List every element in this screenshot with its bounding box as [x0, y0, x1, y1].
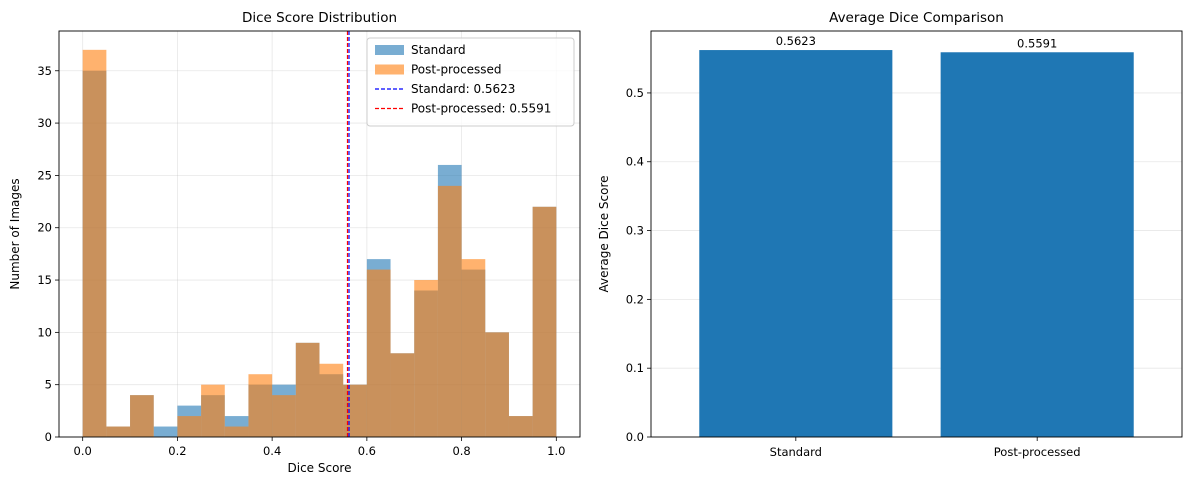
y-tick-label: 5: [45, 378, 52, 392]
bar-chart: Average Dice Comparison Standard Post-pro…: [597, 10, 1183, 459]
bar-value-label: 0.5623: [776, 34, 816, 48]
post-processed-histogram-bar: [390, 353, 415, 437]
y-tick-label: 0.1: [626, 361, 644, 375]
histogram-x-axis-label: Dice Score: [288, 461, 352, 475]
bar-chart-axes-frame: [650, 30, 1183, 438]
post-processed-histogram-bar: [201, 384, 225, 437]
y-tick-label: 10: [37, 325, 52, 339]
x-tick-label: 1.0: [547, 444, 565, 458]
bar-chart-x-ticks: Standard Post-processed: [770, 437, 1081, 459]
post-processed-histogram-bar: [82, 49, 107, 437]
y-tick-label: 0.3: [626, 224, 644, 238]
x-tick-label: Standard: [770, 445, 822, 459]
y-tick-label: 25: [37, 168, 52, 182]
post-processed-histogram-bar: [319, 363, 344, 437]
bar-value-labels: 0.5623 0.5591: [776, 34, 1058, 50]
legend-label: Standard: 0.5623: [411, 82, 515, 96]
legend-label: Post-processed: [411, 63, 502, 77]
legend-swatch: [375, 45, 404, 55]
y-tick-label: 0.5: [626, 86, 644, 100]
x-tick-label: 0.0: [74, 444, 92, 458]
post-processed-histogram-bar: [106, 426, 131, 437]
post-processed-histogram-bar: [532, 206, 557, 437]
histogram-legend: Standard Post-processed Standard: 0.5623 Po…: [366, 37, 575, 127]
y-tick-label: 0.0: [626, 430, 644, 444]
y-tick-label: 35: [37, 64, 52, 78]
post-processed-histogram-bar: [366, 269, 391, 437]
x-tick-label: Post-processed: [994, 445, 1081, 459]
x-tick-label: 0.8: [452, 444, 470, 458]
bar-chart-title: Average Dice Comparison: [829, 10, 1004, 26]
average-dice-bar: [940, 52, 1134, 437]
standard-histogram-bar: [153, 426, 178, 437]
legend-label: Standard: [411, 43, 466, 57]
histogram-y-axis-label: Number of Images: [8, 178, 22, 289]
post-processed-histogram-bar: [508, 416, 533, 437]
post-processed-histogram-bar: [248, 374, 273, 437]
y-tick-label: 0.2: [626, 292, 644, 306]
post-processed-histogram-bar: [295, 342, 320, 437]
x-tick-label: 0.4: [263, 444, 281, 458]
histogram-bars: [82, 49, 557, 438]
x-tick-label: 0.6: [358, 444, 376, 458]
legend-label: Post-processed: 0.5591: [411, 102, 551, 116]
histogram-title: Dice Score Distribution: [242, 10, 397, 26]
bar-chart-y-axis-label: Average Dice Score: [597, 175, 611, 292]
legend-swatch: [375, 64, 404, 75]
post-processed-histogram-bar: [177, 416, 202, 437]
histogram-chart: Dice Score Distribution 0.0 0.2 0.4 0.6 0.8 1…: [8, 10, 581, 475]
y-tick-label: 0.4: [626, 155, 644, 169]
x-tick-label: 0.2: [168, 444, 186, 458]
y-tick-label: 0: [45, 430, 52, 444]
bar-value-label: 0.5591: [1017, 36, 1057, 50]
post-processed-histogram-bar: [437, 185, 462, 437]
post-processed-histogram-bar: [130, 395, 154, 437]
legend-box: [366, 37, 575, 127]
histogram-axes-frame: [58, 30, 581, 438]
post-processed-histogram-bar: [272, 395, 296, 437]
histogram-y-ticks: 0 5 10 15 20 25 30 35: [37, 64, 59, 444]
average-dice-bar: [699, 50, 893, 438]
histogram-x-ticks: 0.0 0.2 0.4 0.6 0.8 1.0: [74, 437, 565, 458]
post-processed-histogram-bar: [414, 280, 438, 437]
post-processed-histogram-bar: [224, 426, 249, 437]
y-tick-label: 15: [37, 273, 52, 287]
mean-lines: [346, 31, 350, 437]
post-processed-histogram-bar: [461, 259, 486, 437]
bar-chart-bars: [699, 50, 1134, 438]
post-processed-histogram-bar: [485, 332, 509, 437]
post-processed-histogram-bar: [343, 384, 367, 437]
y-tick-label: 30: [37, 116, 52, 130]
bar-chart-y-ticks: 0.0 0.1 0.2 0.3 0.4 0.5: [626, 86, 651, 444]
y-tick-label: 20: [37, 221, 52, 235]
